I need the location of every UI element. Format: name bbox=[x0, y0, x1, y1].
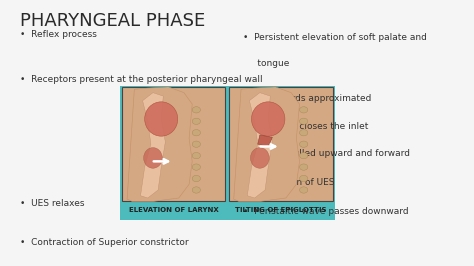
Ellipse shape bbox=[192, 175, 201, 182]
Polygon shape bbox=[247, 93, 273, 198]
Ellipse shape bbox=[145, 102, 178, 136]
Text: •  Epiglottis closes the inlet: • Epiglottis closes the inlet bbox=[243, 122, 368, 131]
Polygon shape bbox=[234, 87, 300, 201]
Ellipse shape bbox=[300, 187, 308, 193]
FancyBboxPatch shape bbox=[122, 87, 225, 201]
Text: ELEVATION OF LARYNX: ELEVATION OF LARYNX bbox=[129, 207, 219, 213]
Ellipse shape bbox=[300, 118, 308, 124]
Ellipse shape bbox=[192, 118, 201, 124]
Text: •  Peristaltic wave passes downward: • Peristaltic wave passes downward bbox=[243, 207, 408, 216]
Ellipse shape bbox=[144, 148, 162, 168]
Ellipse shape bbox=[192, 130, 201, 136]
Polygon shape bbox=[141, 93, 165, 198]
Text: •  Relaxation of UES: • Relaxation of UES bbox=[243, 178, 334, 187]
Text: •  Vocal cords approximated: • Vocal cords approximated bbox=[243, 94, 371, 102]
Ellipse shape bbox=[300, 175, 308, 182]
Ellipse shape bbox=[252, 102, 285, 136]
Ellipse shape bbox=[192, 164, 201, 170]
Text: PHARYNGEAL PHASE: PHARYNGEAL PHASE bbox=[20, 12, 205, 30]
Polygon shape bbox=[127, 87, 192, 201]
Text: •  Receptors present at the posterior pharyngeal wall: • Receptors present at the posterior pha… bbox=[20, 75, 263, 84]
Text: •  Reflex process: • Reflex process bbox=[20, 30, 97, 39]
Ellipse shape bbox=[300, 164, 308, 170]
FancyBboxPatch shape bbox=[119, 86, 335, 220]
Text: •  Persistent elevation of soft palate and: • Persistent elevation of soft palate an… bbox=[243, 33, 427, 42]
Polygon shape bbox=[258, 135, 273, 147]
Text: TILTING OF EPIGLOTTIS: TILTING OF EPIGLOTTIS bbox=[235, 207, 327, 213]
FancyBboxPatch shape bbox=[228, 87, 333, 201]
Ellipse shape bbox=[192, 141, 201, 147]
Text: •  Contraction of Superior constrictor: • Contraction of Superior constrictor bbox=[20, 238, 189, 247]
Ellipse shape bbox=[192, 152, 201, 159]
Ellipse shape bbox=[300, 107, 308, 113]
Ellipse shape bbox=[192, 107, 201, 113]
Ellipse shape bbox=[300, 141, 308, 147]
Ellipse shape bbox=[192, 187, 201, 193]
Text: tongue: tongue bbox=[243, 59, 289, 68]
Text: •  UES relaxes: • UES relaxes bbox=[20, 199, 84, 208]
Ellipse shape bbox=[300, 152, 308, 159]
Ellipse shape bbox=[250, 148, 269, 168]
Text: •  Larynx pulled upward and forward: • Larynx pulled upward and forward bbox=[243, 149, 410, 158]
Ellipse shape bbox=[300, 130, 308, 136]
